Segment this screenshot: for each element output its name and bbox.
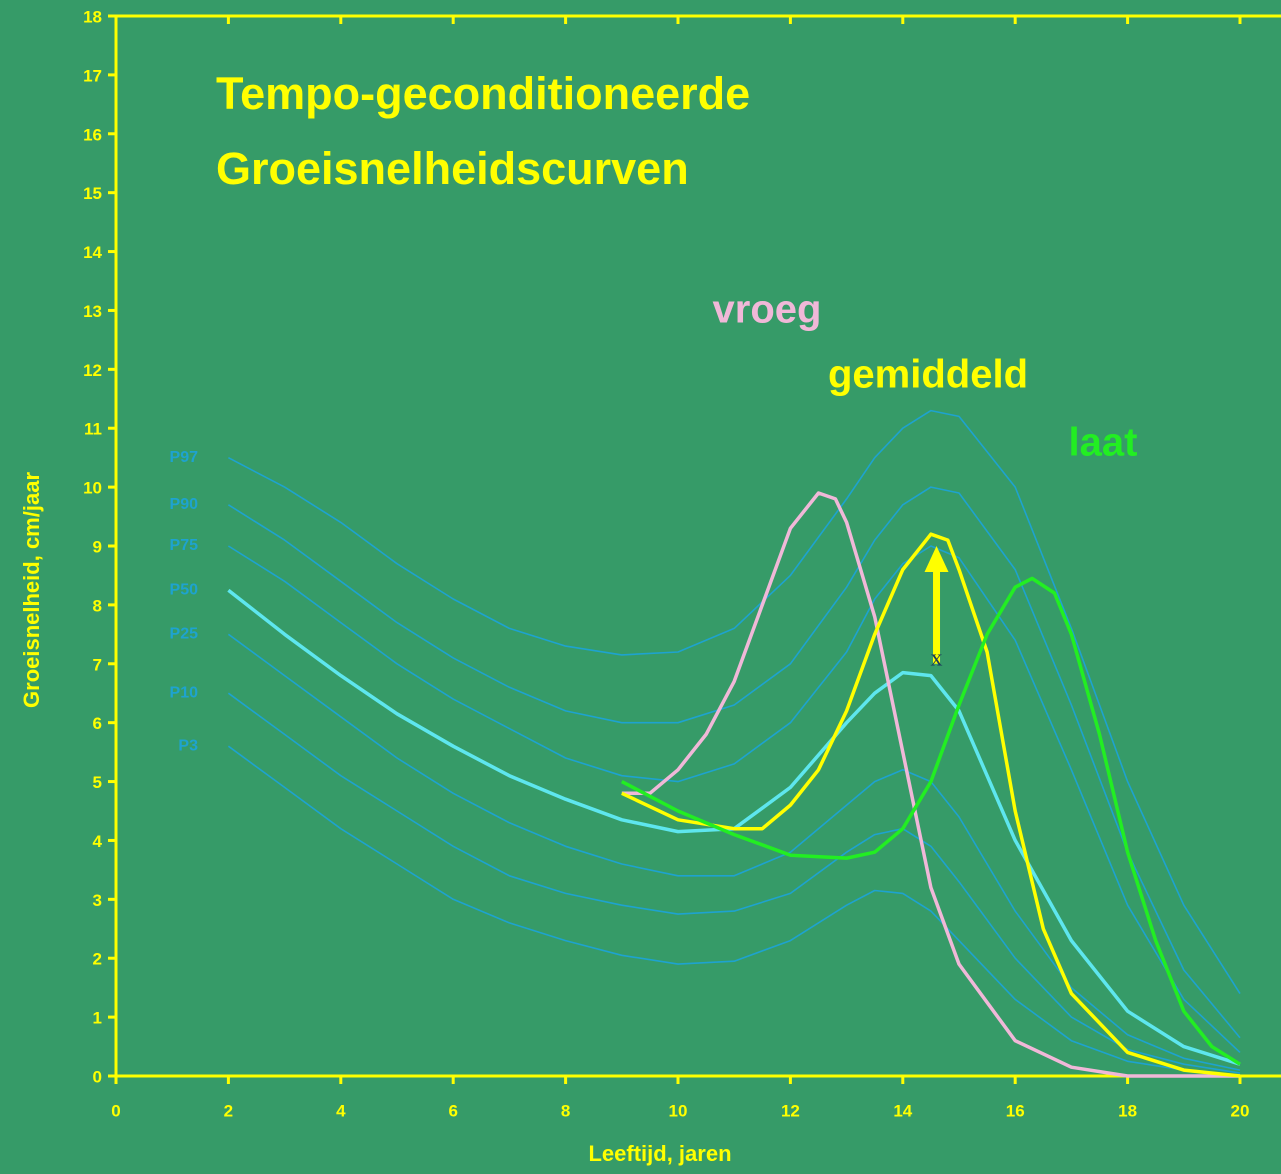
y-tick-label: 2	[93, 950, 102, 969]
annotation-label: x	[931, 645, 943, 671]
series-label: P50	[170, 581, 199, 598]
series-line	[227, 486, 1241, 1039]
y-tick-label: 16	[83, 125, 102, 144]
x-tick-label: 4	[336, 1101, 346, 1120]
y-tick-label: 1	[93, 1009, 102, 1028]
x-tick-label: 0	[111, 1101, 120, 1120]
arrow-head	[924, 546, 949, 572]
series-label: P25	[170, 626, 199, 643]
y-tick-label: 18	[83, 7, 102, 26]
x-tick-label: 6	[448, 1101, 457, 1120]
y-tick-label: 7	[93, 655, 102, 674]
series-label: vroeg	[713, 288, 822, 332]
series-line	[227, 588, 1241, 1066]
y-tick-label: 12	[83, 361, 102, 380]
series-line	[227, 692, 1241, 1074]
series-label: P97	[170, 449, 199, 466]
x-tick-label: 14	[893, 1101, 912, 1120]
x-tick-label: 18	[1118, 1101, 1137, 1120]
y-tick-label: 5	[93, 773, 102, 792]
series-line	[228, 409, 1241, 995]
series-line	[227, 633, 1241, 1071]
x-tick-label: 12	[781, 1101, 800, 1120]
series-line	[620, 576, 1241, 1066]
series-line	[227, 545, 1241, 1053]
x-tick-label: 8	[561, 1101, 570, 1120]
y-tick-label: 6	[93, 714, 102, 733]
series-label: gemiddeld	[828, 353, 1028, 397]
y-axis-label: Groeisnelheid, cm/jaar	[19, 472, 44, 708]
y-tick-label: 11	[84, 420, 102, 439]
series-line	[621, 532, 1241, 1078]
y-tick-label: 17	[83, 66, 102, 85]
y-tick-label: 0	[93, 1067, 102, 1086]
y-tick-label: 3	[93, 891, 102, 910]
series-label: P90	[170, 496, 199, 513]
x-tick-label: 10	[669, 1101, 688, 1120]
series-label: P3	[178, 737, 198, 754]
y-tick-label: 4	[93, 832, 103, 851]
x-tick-label: 20	[1231, 1101, 1250, 1120]
series-line	[621, 491, 1240, 1078]
chart-title: Groeisnelheidscurven	[216, 143, 689, 194]
y-tick-label: 14	[83, 243, 102, 262]
y-tick-label: 9	[93, 537, 102, 556]
series-label: P75	[170, 537, 199, 554]
series-label: P10	[170, 684, 199, 701]
y-tick-label: 15	[83, 184, 102, 203]
series-line	[227, 745, 1241, 1077]
x-tick-label: 2	[224, 1101, 233, 1120]
y-tick-label: 10	[83, 479, 102, 498]
y-tick-label: 8	[93, 596, 102, 615]
x-tick-label: 16	[1006, 1101, 1025, 1120]
chart-title: Tempo-geconditioneerde	[216, 68, 750, 119]
y-tick-label: 13	[83, 302, 102, 321]
x-axis-label: Leeftijd, jaren	[588, 1141, 731, 1166]
series-label: laat	[1069, 421, 1138, 465]
